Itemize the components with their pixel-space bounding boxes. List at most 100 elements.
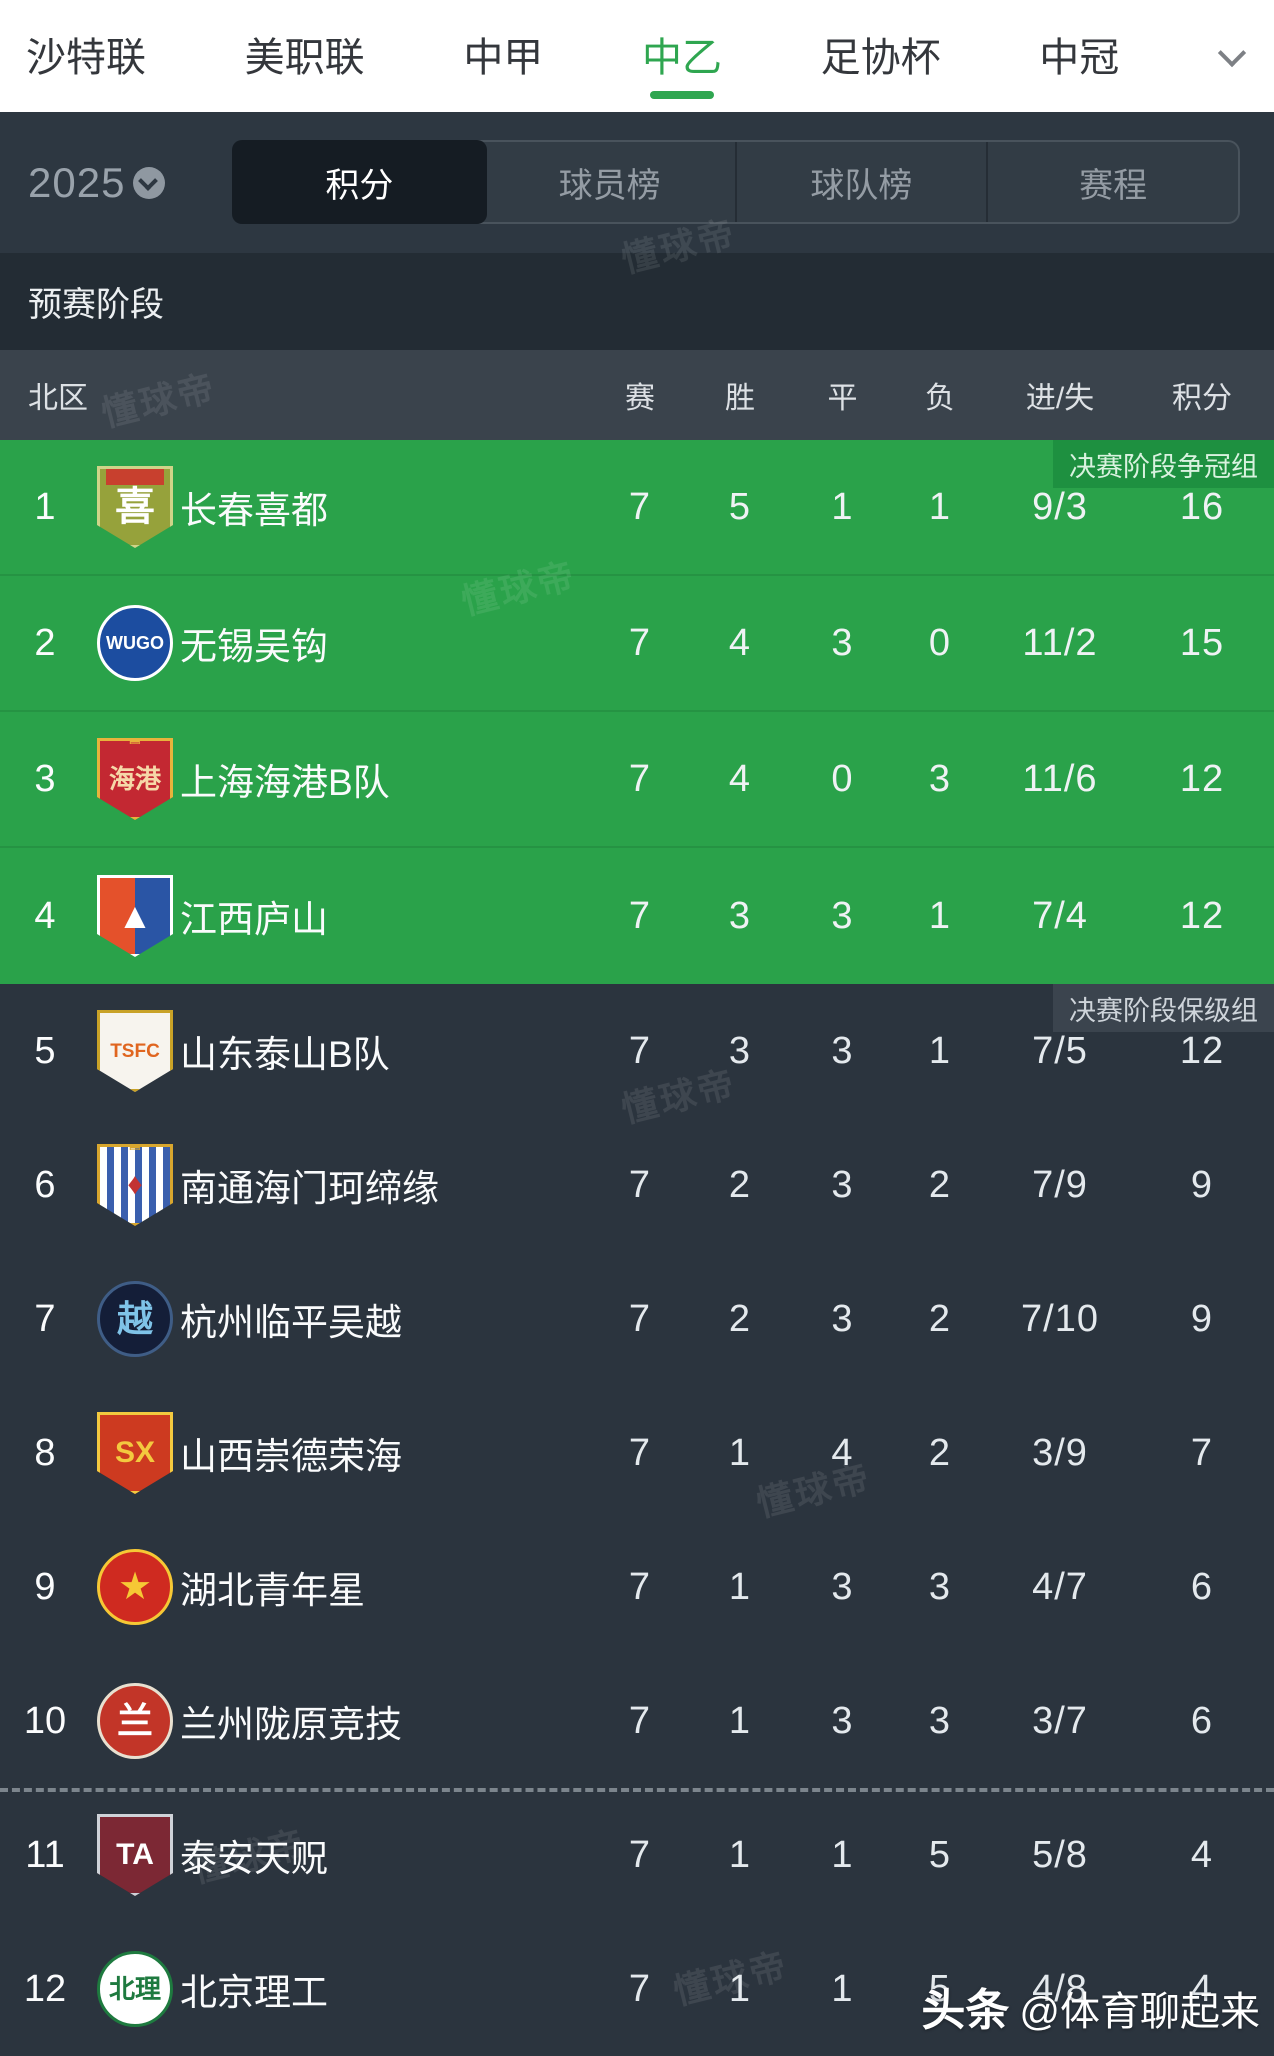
team-name: 泰安天贶 [180, 1838, 328, 1879]
stat-points: 12 [1179, 1029, 1225, 1072]
nav-item-1[interactable]: 美职联 [244, 36, 365, 80]
table-row[interactable]: 6 ♦ ♛ 南通海门珂缔缘 7 2 3 2 7/9 9 [0, 1118, 1274, 1252]
table-row[interactable]: 9 ★ 湖北青年星 7 1 3 3 4/7 6 [0, 1520, 1274, 1654]
stat-played: 7 [628, 757, 652, 800]
stat-goals: 11/6 [1022, 757, 1098, 800]
rank-number: 4 [34, 894, 56, 937]
table-row[interactable]: 10 兰 兰州陇原竞技 7 1 3 3 3/7 6 [0, 1654, 1274, 1788]
stat-goals: 7/5 [1032, 1029, 1088, 1072]
team-logo: 海港 ♛ [97, 738, 173, 820]
stat-lost: 1 [928, 1029, 952, 1072]
rank-number: 1 [34, 485, 56, 528]
table-row[interactable]: 4 ▲ 江西庐山 7 3 3 1 7/4 12 [0, 848, 1274, 984]
stat-won: 5 [728, 485, 752, 528]
team-name: 长春喜都 [180, 490, 328, 531]
team-logo: ★ [97, 1549, 173, 1625]
table-row[interactable]: 3 海港 ♛ 上海海港B队 7 4 0 3 11/6 12 [0, 712, 1274, 848]
nav-item-3[interactable]: 中乙 [642, 25, 722, 99]
stat-lost: 2 [928, 1297, 952, 1340]
rank-number: 10 [23, 1699, 67, 1742]
stat-lost: 3 [928, 757, 952, 800]
table-row[interactable]: 7 越 杭州临平吴越 7 2 3 2 7/10 9 [0, 1252, 1274, 1386]
stat-won: 3 [728, 1029, 752, 1072]
stat-points: 16 [1179, 485, 1225, 528]
team-logo: ♦ ♛ [97, 1144, 173, 1226]
table-row[interactable]: 11 TA 泰安天贶 7 1 1 5 5/8 4 [0, 1788, 1274, 1922]
stat-won: 4 [728, 621, 752, 664]
stat-drawn: 1 [831, 485, 854, 528]
stat-points: 12 [1179, 757, 1225, 800]
stat-drawn: 3 [831, 1297, 854, 1340]
table-row[interactable]: 12 北理 北京理工 7 1 1 5 4/8 4 [0, 1922, 1274, 2056]
team-name: 山东泰山B队 [180, 1034, 390, 1075]
tab-2[interactable]: 球队榜 [737, 142, 989, 222]
team-logo: TA [97, 1814, 173, 1896]
team-name: 江西庐山 [180, 899, 328, 940]
stat-won: 2 [728, 1163, 752, 1206]
stat-points: 6 [1190, 1699, 1214, 1742]
stat-lost: 0 [928, 621, 952, 664]
stat-won: 1 [728, 1967, 752, 2010]
stat-drawn: 3 [831, 894, 854, 937]
stat-goals: 4/8 [1032, 1967, 1088, 2010]
stat-played: 7 [628, 1297, 652, 1340]
logo-band [105, 469, 165, 485]
tab-1[interactable]: 球员榜 [485, 142, 737, 222]
stat-lost: 5 [928, 1967, 952, 2010]
relegation-group-label: 决赛阶段保级组 [1053, 984, 1274, 1032]
table-row[interactable]: 5 TSFC 山东泰山B队 7 3 3 1 7/5 12 决赛阶段保级组 [0, 984, 1274, 1118]
stat-goals: 11/2 [1022, 621, 1098, 664]
stat-played: 7 [628, 1565, 652, 1608]
table-row[interactable]: 8 SX 山西崇德荣海 7 1 4 2 3/9 7 [0, 1386, 1274, 1520]
promotion-group-label: 决赛阶段争冠组 [1053, 440, 1274, 488]
qualification-dashed-divider [0, 1788, 1274, 1792]
stat-drawn: 3 [831, 1029, 854, 1072]
team-name: 杭州临平吴越 [180, 1302, 402, 1343]
chevron-down-icon[interactable] [1218, 41, 1248, 71]
league-nav: 沙特联 美职联 中甲 中乙 足协杯 中冠 [0, 0, 1274, 112]
stat-played: 7 [628, 1431, 652, 1474]
rank-number: 3 [34, 757, 56, 800]
chevron-down-circle-icon [133, 166, 166, 199]
stage-bar: 预赛阶段 [0, 253, 1274, 350]
table-row[interactable]: 2 WUGO 无锡吴钩 7 4 3 0 11/2 15 [0, 576, 1274, 712]
stat-goals: 7/10 [1021, 1297, 1099, 1340]
stat-goals: 4/7 [1032, 1565, 1088, 1608]
crown-icon: ♛ [124, 1129, 146, 1156]
stat-lost: 3 [928, 1565, 952, 1608]
stat-goals: 9/3 [1032, 485, 1088, 528]
rank-number: 11 [25, 1833, 65, 1876]
rank-number: 7 [34, 1297, 56, 1340]
col-drawn: 平 [827, 382, 858, 415]
team-logo: ▲ [97, 875, 173, 957]
col-goals: 进/失 [1025, 382, 1095, 415]
stat-played: 7 [628, 485, 652, 528]
stat-lost: 2 [928, 1431, 952, 1474]
stat-lost: 5 [928, 1833, 952, 1876]
nav-item-0[interactable]: 沙特联 [26, 36, 146, 80]
tab-3[interactable]: 赛程 [1079, 166, 1148, 205]
stat-won: 1 [728, 1833, 752, 1876]
col-played: 赛 [625, 382, 655, 415]
col-won: 胜 [725, 382, 755, 415]
season-selector[interactable]: 2025 [28, 158, 166, 207]
stat-points: 9 [1190, 1297, 1214, 1340]
team-name: 兰州陇原竞技 [180, 1704, 402, 1745]
nav-item-2[interactable]: 中甲 [463, 36, 544, 80]
stat-points: 4 [1190, 1967, 1214, 2010]
stat-drawn: 1 [831, 1967, 854, 2010]
tab-0[interactable]: 积分 [232, 140, 487, 224]
season-label: 2025 [28, 158, 126, 206]
table-row[interactable]: 1 喜 长春喜都 7 5 1 1 9/3 16 决赛阶段争冠组 [0, 440, 1274, 576]
stat-played: 7 [628, 621, 652, 664]
stat-goals: 5/8 [1032, 1833, 1088, 1876]
filter-bar: 2025 积分 球员榜 球队榜 赛程 [0, 112, 1274, 253]
stage-title: 预赛阶段 [28, 286, 164, 324]
stat-goals: 7/4 [1032, 894, 1088, 937]
nav-item-4[interactable]: 足协杯 [820, 36, 941, 80]
team-logo: 北理 [97, 1951, 173, 2027]
standings-rows: 1 喜 长春喜都 7 5 1 1 9/3 16 决赛阶段争冠组 2 WUGO 无… [0, 440, 1274, 2056]
stat-drawn: 3 [831, 1163, 854, 1206]
nav-item-5[interactable]: 中冠 [1039, 36, 1120, 80]
